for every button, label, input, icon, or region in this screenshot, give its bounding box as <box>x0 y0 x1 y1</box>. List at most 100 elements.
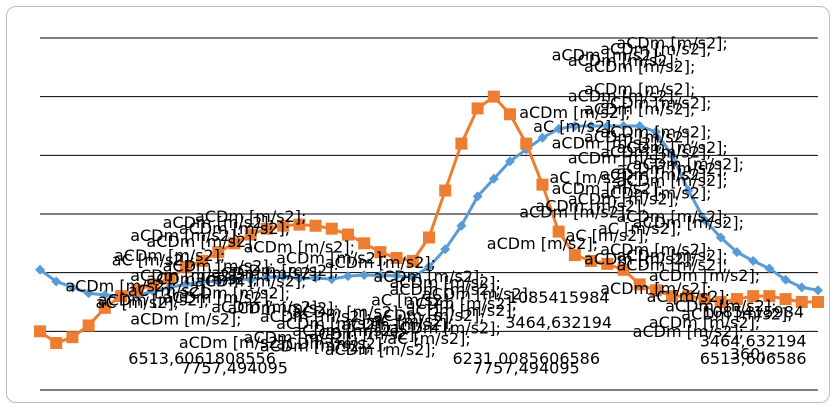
data-point-square <box>196 254 209 267</box>
data-point-square <box>390 252 403 264</box>
data-label: aCDm [m/s2]; <box>600 184 711 203</box>
data-label: aCDm [m/s2]; <box>130 226 241 245</box>
data-point-diamond <box>618 121 629 131</box>
data-label: aCDm [m/s2]; <box>616 159 727 178</box>
data-point-square <box>795 296 808 308</box>
data-label: aCDm [m/s2]; <box>292 321 403 340</box>
data-label: aC [m/s2]; <box>371 312 454 331</box>
data-label: aCDm [m/s2]; <box>568 149 679 168</box>
data-point-square <box>552 225 565 238</box>
data-label: aCDm [m/s2]; <box>649 313 760 332</box>
data-label: aCDm [m/s2]; <box>211 298 322 317</box>
data-point-diamond <box>326 274 337 285</box>
data-point-square <box>179 260 192 273</box>
data-label: aCDm [m/s2]; <box>600 143 711 162</box>
data-point-diamond <box>197 276 208 287</box>
data-label: aCDm [m/s2]; <box>406 301 517 320</box>
data-point-diamond <box>391 270 402 281</box>
data-point-diamond <box>359 270 370 281</box>
data-label: aCDm [m/s2]; <box>568 190 679 209</box>
data-point-diamond <box>261 272 272 283</box>
data-point-diamond <box>553 123 564 134</box>
data-point-diamond <box>683 185 694 196</box>
data-label: aCDm [m/s2]; <box>600 240 711 259</box>
data-point-square <box>714 296 727 308</box>
data-label: aCDm [m/s2]; <box>325 340 436 359</box>
data-point-diamond <box>456 220 467 231</box>
data-label: aCDm [m/s2]; <box>568 86 679 105</box>
data-label: aCDm [m/s2]; <box>600 165 711 184</box>
data-point-square <box>617 263 630 276</box>
series-2 <box>34 90 824 350</box>
data-label: 1085415984 <box>702 302 804 321</box>
data-point-diamond <box>67 282 78 293</box>
data-point-diamond <box>99 289 110 300</box>
data-point-square <box>666 290 679 303</box>
data-label: aCDm [m/s2]; <box>584 57 695 76</box>
data-label: aCDm [m/s2]; <box>616 34 727 53</box>
data-labels: aCDm [m/s2];aCDm [m/s2];aC [m/s2];aCDm [… <box>65 34 806 378</box>
data-point-square <box>747 290 760 303</box>
data-label: aCDm [m/s2]; <box>373 306 484 325</box>
data-point-square <box>471 102 484 115</box>
data-label: aCDm [m/s2]; <box>260 307 371 326</box>
data-label: aCDm [m/s2]; <box>633 213 744 232</box>
data-point-square <box>763 290 776 303</box>
data-label: aCDm [m/s2]; <box>373 267 484 286</box>
data-point-square <box>649 284 662 297</box>
data-point-diamond <box>407 272 418 283</box>
data-point-diamond <box>537 132 548 143</box>
data-label: aCDm [m/s2]; <box>600 123 711 142</box>
data-label: aC [m/s2]; <box>128 281 211 300</box>
data-label: aCDm [m/s2]; <box>568 51 679 70</box>
data-point-square <box>455 137 468 150</box>
data-label: aCDm [m/s2]; <box>130 266 241 285</box>
data-point-diamond <box>667 150 678 161</box>
data-point-diamond <box>51 276 62 287</box>
data-point-square <box>34 325 46 338</box>
data-point-square <box>147 278 160 291</box>
data-label: aC [m/s2]; <box>96 293 179 312</box>
data-label: aCDm [m/s2]; <box>616 255 727 274</box>
chart-frame <box>6 6 830 403</box>
data-point-diamond <box>472 191 483 202</box>
data-label: aCDm [m/s2]; <box>276 314 387 333</box>
data-point-diamond <box>294 273 305 284</box>
data-label: aCDm [m/s2]; <box>341 315 452 334</box>
data-point-diamond <box>164 282 175 293</box>
data-point-square <box>601 257 614 270</box>
data-label: aC [m/s2]; <box>387 329 470 348</box>
data-label: aCDm [m/s2]; <box>681 305 792 324</box>
data-label: aCDm [m/s2]; <box>600 39 711 58</box>
data-point-square <box>293 218 306 231</box>
data-label: 3464,632194 <box>700 332 807 351</box>
data-label: aCDm [m/s2]; <box>519 203 630 222</box>
data-point-square <box>374 246 387 259</box>
data-point-square <box>341 228 354 241</box>
data-point-diamond <box>764 263 775 274</box>
data-label: aCDm [m/s2]; <box>616 246 727 265</box>
data-point-diamond <box>424 261 434 272</box>
data-label: aCDm [m/s2]; <box>308 325 419 344</box>
data-point-square <box>585 254 598 267</box>
data-label: aCDm [m/s2]; <box>227 261 338 280</box>
data-point-square <box>50 337 63 350</box>
data-label: aCDm [m/s2]; <box>535 197 646 216</box>
data-label: aCDm [m/s2]; <box>584 99 695 118</box>
data-label: aCDm [m/s2]; <box>665 296 776 315</box>
data-label: aCDm [m/s2]; <box>98 291 209 310</box>
data-point-diamond <box>634 121 645 131</box>
data-point-diamond <box>342 271 353 282</box>
data-label: aC [m/s2]; <box>533 117 616 136</box>
data-label: aCDm [m/s2]; <box>390 273 501 292</box>
data-label: 7757,494095 <box>473 359 580 378</box>
data-point-diamond <box>602 121 613 131</box>
data-label: aCDm [m/s2]; <box>600 279 711 298</box>
data-label: aCDm [m/s2]; <box>211 264 322 283</box>
data-point-diamond <box>796 282 807 293</box>
data-point-square <box>730 293 743 306</box>
data-label: aC [m/s2]; <box>598 219 681 238</box>
data-point-diamond <box>731 247 742 258</box>
data-label: aCDm [m/s2]; <box>163 256 274 275</box>
data-label: aCDm [m/s2]; <box>422 285 533 304</box>
